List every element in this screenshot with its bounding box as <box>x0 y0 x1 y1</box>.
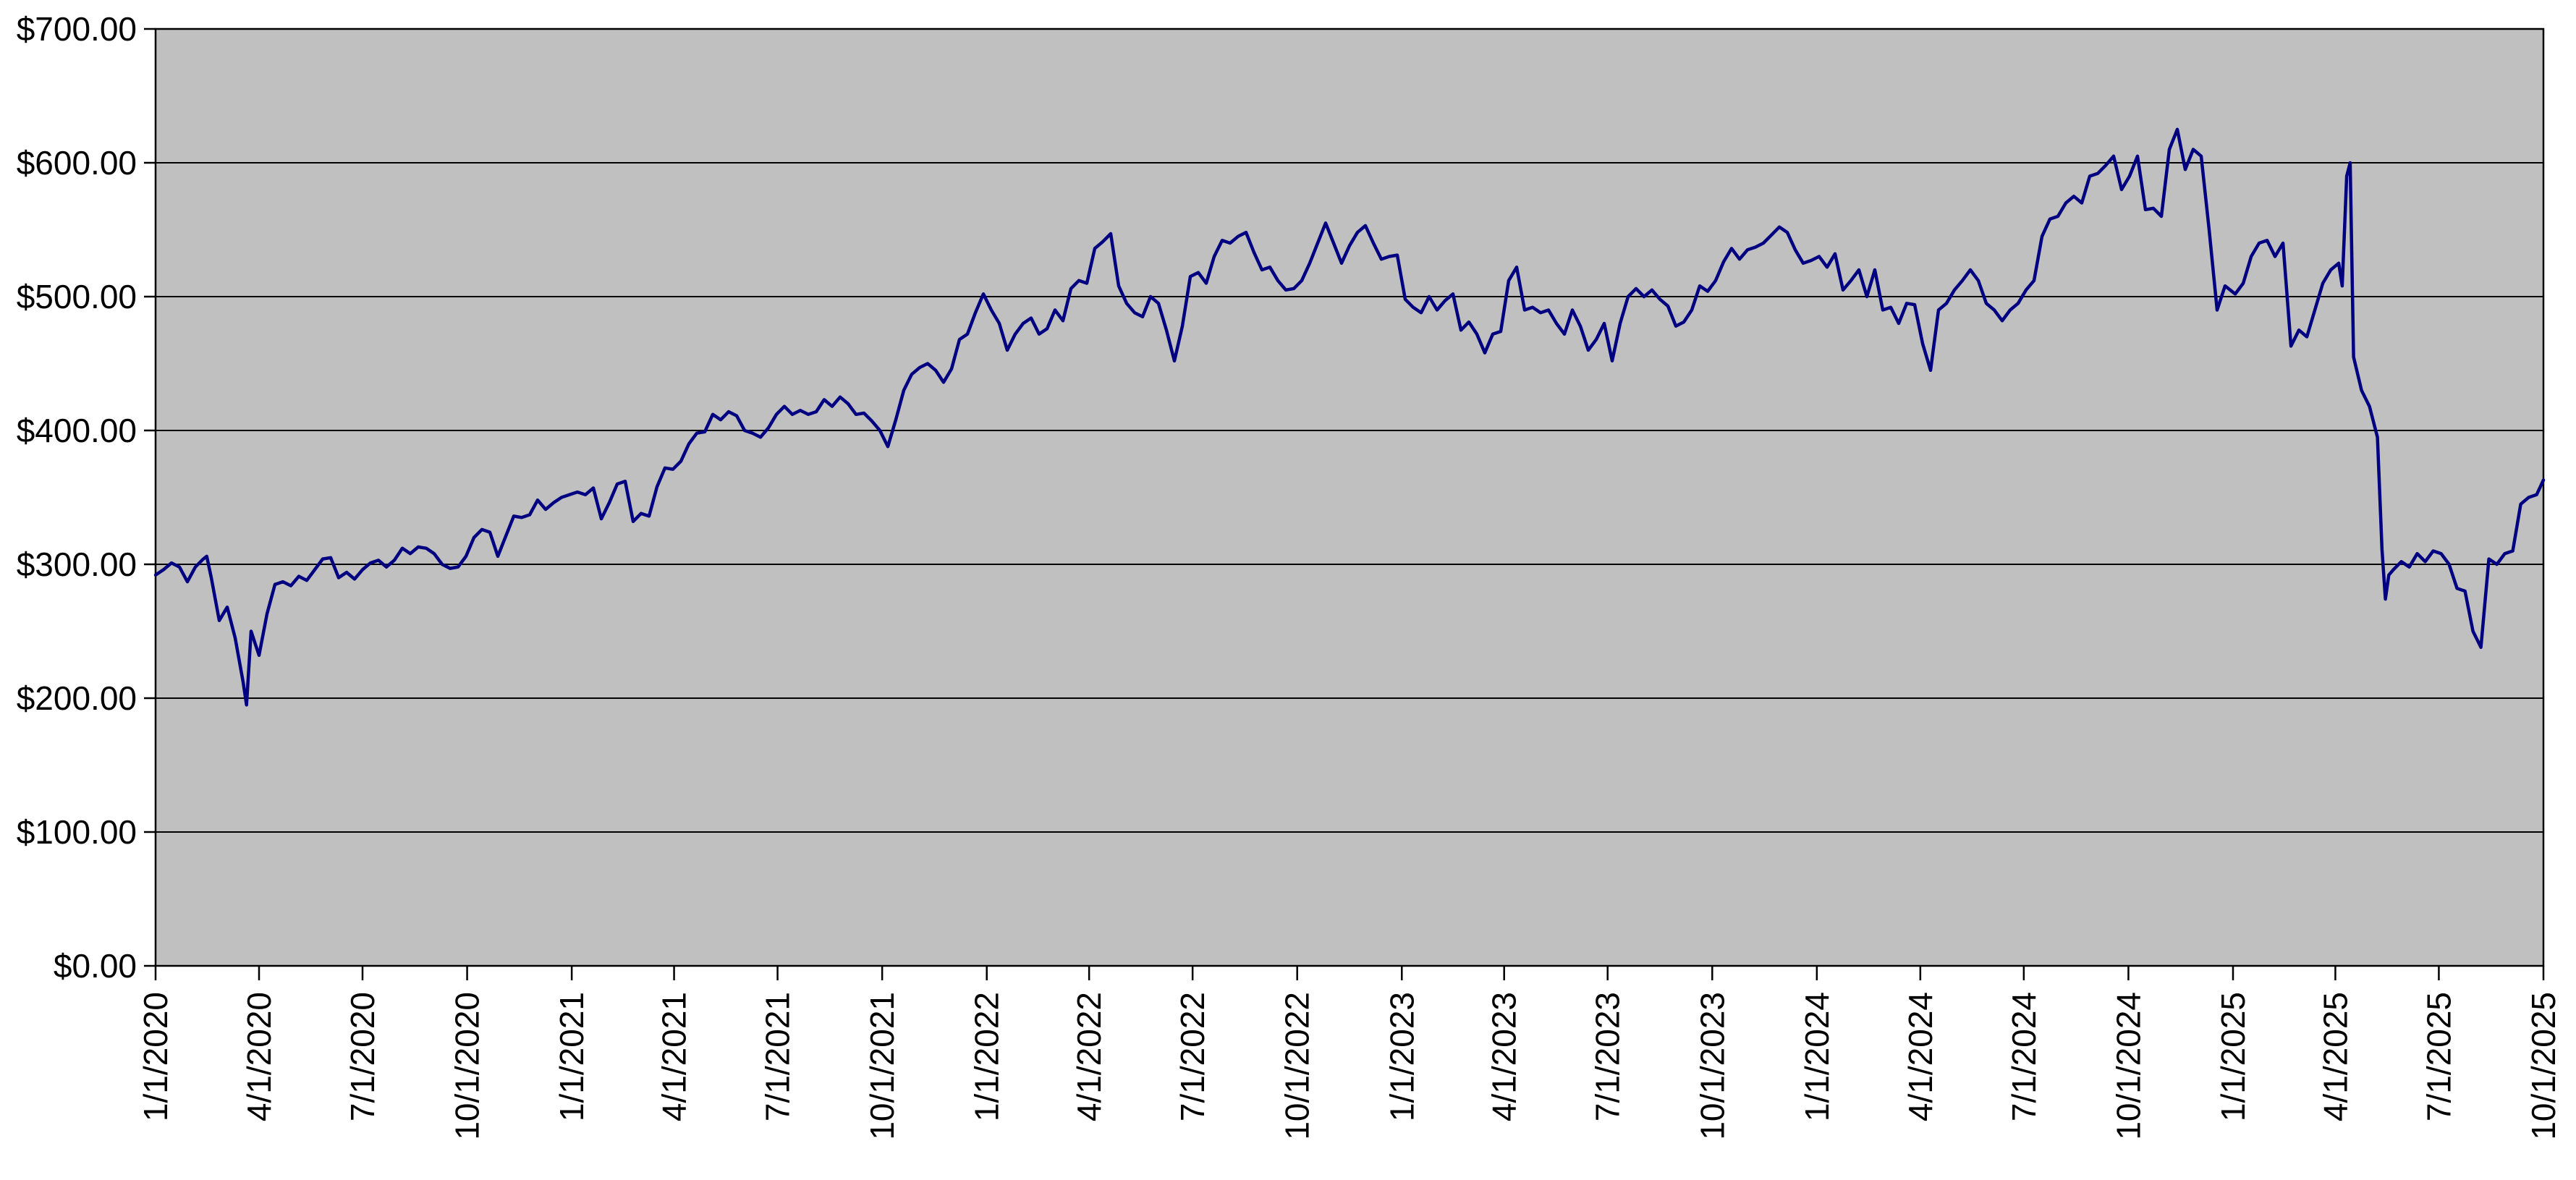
x-axis-label: 10/1/2020 <box>449 992 486 1140</box>
y-axis-label: $400.00 <box>17 412 137 449</box>
y-axis-label: $100.00 <box>17 813 137 851</box>
x-axis-label: 10/1/2025 <box>2525 992 2562 1140</box>
x-axis-label: 7/1/2025 <box>2420 992 2457 1121</box>
x-axis-label: 7/1/2023 <box>1589 992 1627 1121</box>
y-axis-label: $300.00 <box>17 546 137 583</box>
x-axis-label: 1/1/2022 <box>968 992 1006 1121</box>
y-axis-label: $0.00 <box>54 947 137 985</box>
x-axis-label: 1/1/2020 <box>137 992 174 1121</box>
x-axis-label: 10/1/2023 <box>1693 992 1731 1140</box>
y-axis-label: $200.00 <box>17 679 137 717</box>
x-axis-label: 1/1/2025 <box>2214 992 2252 1121</box>
y-axis-label: $500.00 <box>17 278 137 315</box>
x-axis-label: 1/1/2023 <box>1383 992 1420 1121</box>
x-axis-label: 4/1/2020 <box>240 992 278 1121</box>
x-axis-label: 4/1/2022 <box>1070 992 1108 1121</box>
x-axis-label: 10/1/2021 <box>863 992 901 1140</box>
y-axis-label: $700.00 <box>17 10 137 48</box>
y-axis-label: $600.00 <box>17 144 137 182</box>
price-line-series <box>153 127 2546 707</box>
x-axis-label: 10/1/2024 <box>2109 992 2147 1140</box>
x-axis-label: 1/1/2024 <box>1798 992 1836 1121</box>
x-axis-label: 7/1/2024 <box>2005 992 2043 1121</box>
x-axis-label: 4/1/2023 <box>1486 992 1523 1121</box>
x-axis-label: 4/1/2021 <box>656 992 693 1121</box>
x-axis-label: 1/1/2021 <box>553 992 590 1121</box>
x-axis-label: 10/1/2022 <box>1279 992 1316 1140</box>
x-axis-label: 7/1/2020 <box>344 992 381 1121</box>
x-axis-label: 4/1/2024 <box>1902 992 1939 1121</box>
x-axis-label: 4/1/2025 <box>2316 992 2354 1121</box>
x-axis-label: 7/1/2021 <box>759 992 797 1121</box>
plot-area <box>156 29 2543 966</box>
x-axis-label: 7/1/2022 <box>1174 992 1211 1121</box>
plot-border <box>154 27 2545 967</box>
